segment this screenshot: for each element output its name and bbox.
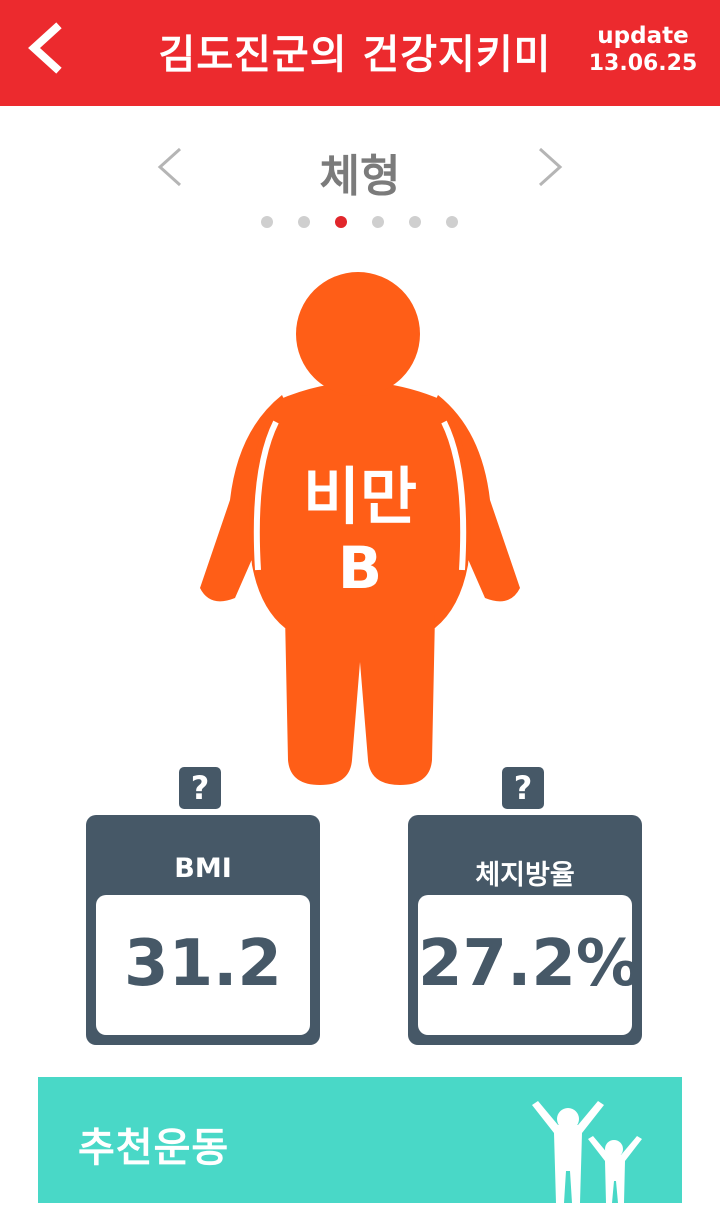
- page-dot-active[interactable]: [335, 216, 347, 228]
- update-info: update 13.06.25: [588, 22, 698, 78]
- body-fat-card: 체지방율 27.2%: [408, 815, 642, 1045]
- app-header: 김도진군의 건강지키미 update 13.06.25: [0, 0, 720, 106]
- update-label: update: [597, 23, 689, 49]
- page-title: 김도진군의 건강지키미: [158, 32, 552, 78]
- chevron-left-icon: [157, 147, 182, 187]
- bmi-value-box: 31.2: [96, 895, 310, 1035]
- back-button[interactable]: [18, 18, 78, 78]
- prev-section-button[interactable]: [152, 145, 192, 189]
- body-shape-figure: [200, 272, 520, 785]
- page-dot[interactable]: [261, 216, 273, 228]
- page-indicator: [0, 214, 720, 230]
- body-grade: B: [337, 534, 383, 602]
- page-dot[interactable]: [298, 216, 310, 228]
- recommended-exercise-button[interactable]: 추천운동: [38, 1077, 682, 1203]
- page-dot[interactable]: [446, 216, 458, 228]
- page-dot[interactable]: [372, 216, 384, 228]
- body-fat-value-box: 27.2%: [418, 895, 641, 1035]
- recommended-exercise-label: 추천운동: [78, 1125, 230, 1171]
- bmi-card: BMI 31.2: [86, 815, 320, 1045]
- bmi-value: 31.2: [124, 927, 282, 1001]
- body-category: 비만: [302, 460, 418, 533]
- body-fat-label: 체지방율: [475, 860, 575, 891]
- bmi-help-button[interactable]: ?: [179, 767, 221, 809]
- body-fat-help-button[interactable]: ?: [502, 767, 544, 809]
- update-date: 13.06.25: [588, 51, 698, 76]
- page-dot[interactable]: [409, 216, 421, 228]
- section-title: 체형: [319, 151, 401, 202]
- people-exercise-icon: [532, 1101, 642, 1203]
- next-section-button[interactable]: [528, 145, 568, 189]
- bmi-label: BMI: [174, 853, 232, 884]
- chevron-right-icon: [538, 147, 563, 187]
- chevron-left-icon: [28, 22, 62, 74]
- body-fat-value: 27.2%: [418, 927, 641, 1001]
